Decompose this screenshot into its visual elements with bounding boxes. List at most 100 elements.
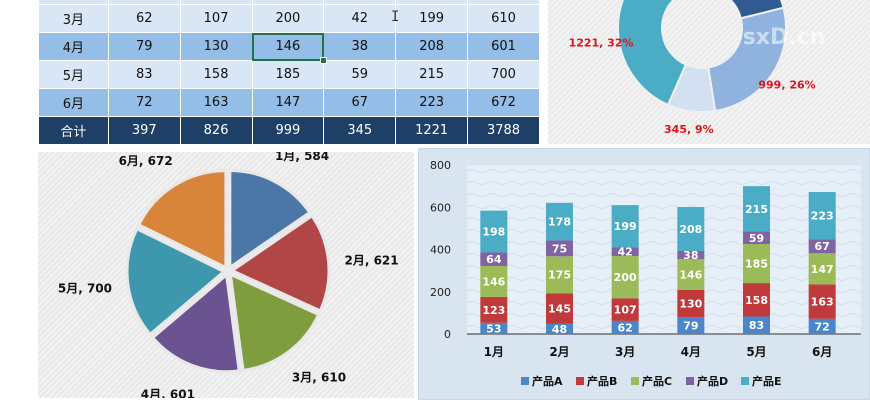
table-cell[interactable]: 4月	[38, 32, 109, 61]
bar-segment[interactable]	[546, 256, 573, 294]
bar-segment[interactable]	[677, 259, 705, 290]
legend-label[interactable]: 产品C	[642, 374, 672, 388]
pie-slice[interactable]	[228, 271, 321, 373]
bar-segment[interactable]	[743, 244, 770, 284]
bar-data-label: 185	[745, 258, 768, 271]
pie-slice[interactable]	[150, 271, 241, 374]
pie-slice[interactable]	[228, 213, 331, 313]
table-cell[interactable]: 158	[179, 60, 253, 89]
bar-segment[interactable]	[480, 296, 508, 323]
legend-swatch	[521, 377, 529, 385]
selected-cell[interactable]: 146	[251, 32, 325, 61]
bar-segment[interactable]	[677, 289, 705, 318]
donut-segment[interactable]	[698, 0, 785, 20]
bar-data-label: 198	[482, 226, 505, 239]
bar-segment[interactable]	[611, 205, 639, 248]
bar-segment[interactable]	[743, 283, 770, 317]
table-cell[interactable]: 42	[323, 4, 397, 33]
total-cell[interactable]: 397	[107, 116, 181, 144]
table-cell[interactable]: 67	[323, 88, 397, 117]
bar-segment[interactable]	[743, 316, 770, 334]
pie-slice[interactable]	[228, 168, 312, 271]
bar-segment[interactable]	[611, 298, 639, 321]
bar-segment[interactable]	[611, 320, 639, 334]
bar-data-label: 123	[482, 304, 505, 317]
bar-segment[interactable]	[480, 322, 508, 334]
bar-segment[interactable]	[808, 284, 836, 319]
bar-data-label: 38	[683, 249, 698, 262]
table-cell[interactable]: 130	[179, 32, 253, 61]
pie-chart-panel: 1月, 584 2月, 621 3月, 610 4月, 601 5月, 700 6月, 6…	[38, 149, 414, 401]
bar-segment[interactable]	[480, 265, 508, 297]
bar-segment[interactable]	[743, 186, 770, 232]
bar-segment[interactable]	[480, 252, 508, 266]
table-cell[interactable]: 208	[395, 32, 469, 61]
fill-handle[interactable]	[319, 56, 327, 64]
total-cell[interactable]: 826	[179, 116, 253, 144]
bar-data-label: 42	[618, 246, 633, 259]
bar-segment[interactable]	[743, 231, 770, 245]
legend-label[interactable]: 产品A	[532, 374, 563, 388]
table-cell[interactable]: 601	[467, 32, 540, 61]
pie-slice[interactable]	[136, 169, 228, 271]
pie-data-label: 5月, 700	[58, 281, 112, 295]
legend-label[interactable]: 产品B	[587, 374, 617, 388]
total-cell[interactable]: 345	[323, 116, 397, 144]
table-cell[interactable]: 107	[179, 4, 253, 33]
bar-segment[interactable]	[611, 256, 639, 299]
total-cell[interactable]: 3788	[467, 116, 540, 144]
bar-segment[interactable]	[808, 318, 836, 334]
bar-data-label: 107	[614, 304, 637, 317]
bar-data-label: 145	[548, 303, 571, 316]
x-tick-label: 4月	[681, 345, 701, 359]
table-cell[interactable]: 5月	[38, 60, 109, 89]
bar-segment[interactable]	[677, 250, 705, 260]
total-cell[interactable]: 1221	[395, 116, 469, 144]
y-tick-label: 800	[430, 159, 451, 172]
total-cell[interactable]: 999	[251, 116, 325, 144]
table-cell[interactable]: 215	[395, 60, 469, 89]
bar-data-label: 199	[614, 220, 637, 233]
bar-data-label: 200	[614, 271, 637, 284]
table-cell[interactable]: 672	[467, 88, 540, 117]
table-cell[interactable]: 3月	[38, 4, 109, 33]
table-cell[interactable]: 700	[467, 60, 540, 89]
table-cell[interactable]: 79	[107, 32, 181, 61]
table-cell[interactable]: 200	[251, 4, 325, 33]
legend-label[interactable]: 产品E	[752, 374, 782, 388]
watermark: sxD.cn	[743, 25, 826, 50]
donut-segment[interactable]	[617, 0, 688, 107]
table-cell[interactable]: 62	[107, 4, 181, 33]
bar-segment[interactable]	[480, 210, 508, 253]
bar-segment[interactable]	[546, 323, 573, 334]
plot-area	[467, 165, 861, 334]
stacked-bar-chart: 0 200 400 600 800 53 123 146 64 198 1月 48 145 175 75 17…	[430, 159, 868, 388]
donut-segment[interactable]	[666, 63, 717, 113]
bar-segment[interactable]	[808, 192, 836, 240]
table-cell[interactable]: 83	[107, 60, 181, 89]
table-cell[interactable]: 147	[251, 88, 325, 117]
bar-segment[interactable]	[808, 253, 836, 285]
table-cell[interactable]: 59	[323, 60, 397, 89]
table-cell[interactable]: 163	[179, 88, 253, 117]
table-cell[interactable]: 38	[323, 32, 397, 61]
data-table: 3月 62 107 200 42 199 610 4月 79 130 146 38 208 601 5月 83…	[38, 0, 540, 144]
table-cell[interactable]: 6月	[38, 88, 109, 117]
bar-segment[interactable]	[611, 247, 639, 257]
table-cell[interactable]: 223	[395, 88, 469, 117]
bar-segment[interactable]	[546, 240, 573, 257]
bar-segment[interactable]	[677, 207, 705, 251]
plot-pattern	[466, 229, 868, 233]
donut-segment[interactable]	[707, 6, 787, 113]
table-cell[interactable]: 610	[467, 4, 540, 33]
bar-segment[interactable]	[546, 202, 573, 241]
table-cell[interactable]: 185	[251, 60, 325, 89]
total-cell[interactable]: 合计	[38, 116, 109, 144]
table-cell[interactable]: 72	[107, 88, 181, 117]
bar-segment[interactable]	[808, 239, 836, 254]
bar-segment[interactable]	[546, 293, 573, 324]
legend-label[interactable]: 产品D	[697, 374, 728, 388]
pie-slice[interactable]	[125, 226, 227, 337]
table-cell[interactable]: 199	[395, 4, 469, 33]
bar-segment[interactable]	[677, 317, 705, 334]
